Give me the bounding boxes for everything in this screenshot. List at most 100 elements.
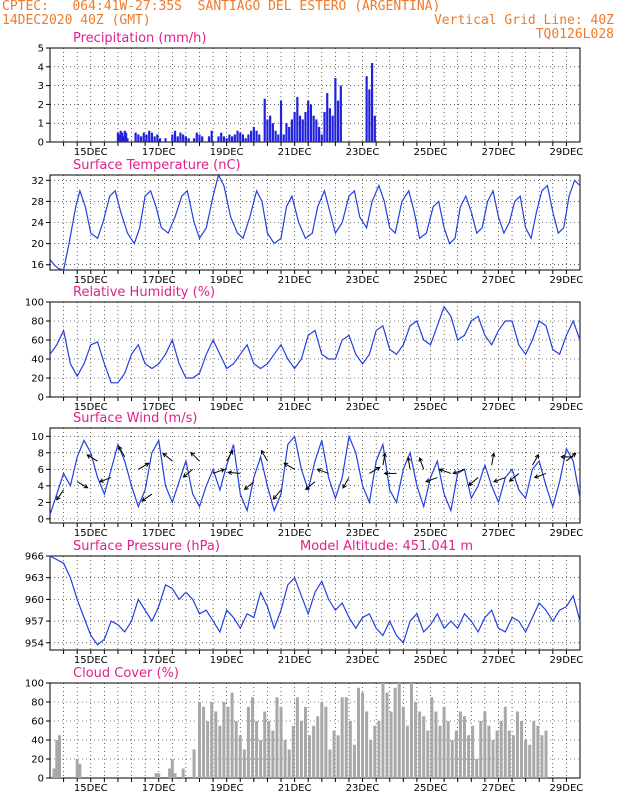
wind-vector-shaft (305, 481, 316, 490)
cloud-bar (58, 735, 62, 778)
precip-bar (365, 76, 368, 142)
precip-bar (263, 98, 266, 142)
wind-vector-arrow (508, 473, 520, 482)
precip-frame (49, 47, 581, 143)
temperature-ytick-label: 16 (31, 260, 44, 271)
cloud-bar (75, 759, 79, 778)
cloud-bar (250, 697, 254, 778)
wind-vector-head (305, 485, 310, 491)
cloud-bar (503, 706, 507, 778)
precip-bar (179, 132, 182, 142)
humidity-ytick-label: 60 (31, 336, 44, 347)
precip-bar (116, 132, 120, 142)
wind-vector-arrow (283, 462, 295, 470)
wind-vector-arrow (560, 454, 574, 460)
wind-xtick-label: 15DEC (74, 528, 108, 539)
precip-bar (274, 130, 277, 142)
pressure-ytick-label: 960 (25, 595, 44, 606)
cloud-bar (173, 773, 177, 778)
precip-bar (217, 136, 220, 142)
pressure-xtick-label: 25DEC (414, 655, 448, 666)
cloud-bar (515, 711, 519, 778)
precip-ytick-label: 3 (38, 81, 44, 92)
wind-frame (49, 427, 581, 524)
wind-vector-head (227, 470, 233, 476)
cloud-bar (520, 721, 524, 778)
wind-vector-head (508, 477, 514, 482)
precip-bar (137, 134, 140, 142)
precip-bar (192, 138, 196, 142)
cloud-bar (332, 730, 336, 778)
wind-vector-arrow (98, 477, 112, 483)
cloud-bar (524, 740, 528, 778)
wind-vector-arrow (452, 468, 465, 475)
cloud-bar (385, 692, 389, 778)
header-grid-line: Vertical Grid Line: 40Z (433, 13, 614, 28)
temperature-series-line (49, 173, 581, 271)
cloud-bar (450, 740, 454, 778)
precip-bar (244, 138, 247, 142)
wind-vector-arrow (56, 489, 64, 501)
precip-bar (123, 130, 126, 142)
wind-vector-arrow (418, 457, 425, 470)
wind-vector-head (571, 452, 577, 458)
precip-title: Precipitation (mm/h) (73, 31, 206, 46)
precip-ytick-label: 4 (38, 62, 44, 73)
cloud-bar (303, 706, 307, 778)
cloud-bar (536, 725, 540, 778)
cloud-bar (238, 735, 242, 778)
wind-vector-shaft (369, 467, 381, 474)
cloud-bar (170, 759, 174, 778)
humidity-ytick-label: 80 (31, 317, 44, 328)
wind-vector-shaft (226, 450, 234, 462)
cloud-bar (218, 725, 222, 778)
wind-ytick-label: 10 (31, 432, 44, 443)
precip-bar (304, 111, 307, 142)
cloud-bar (491, 740, 495, 778)
precip-bar (279, 100, 283, 142)
wind-vector-arrow (162, 452, 173, 462)
wind-vector-shaft (212, 468, 225, 474)
wind-panel: 15DEC 17DEC 19DEC 21DEC 23DEC 25DEC 27DEC 29DEC… (31, 411, 583, 539)
temperature-xtick-label: 15DEC (74, 275, 108, 286)
humidity-series-line (49, 305, 581, 384)
cloud-bar (434, 711, 438, 778)
cloud-bar (222, 702, 226, 778)
cloud-bar (275, 697, 279, 778)
wind-vector-shaft (99, 477, 112, 483)
precip-bar (153, 136, 156, 142)
precip-bar (323, 111, 326, 142)
wind-vector-shaft (138, 462, 149, 470)
precip-xtick-label: 25DEC (414, 147, 448, 158)
cloud-bar (230, 692, 234, 778)
cloud-xtick-label: 15DEC (74, 783, 108, 794)
wind-xtick-label: 27DEC (482, 528, 516, 539)
wind-vector-arrow (138, 462, 150, 470)
wind-xtick-label: 17DEC (142, 528, 176, 539)
cloud-bar (336, 735, 340, 778)
wind-vector-shaft (86, 454, 98, 462)
cloud-bar (409, 683, 413, 778)
cloud-bar (422, 716, 426, 778)
precip-bar (195, 132, 198, 142)
humidity-xtick-label: 23DEC (346, 402, 380, 413)
pressure-series-line (49, 555, 581, 646)
humidity-xtick-label: 27DEC (482, 402, 516, 413)
cloud-bar (356, 687, 360, 778)
precip-bar (142, 132, 145, 142)
precip-bar (207, 136, 211, 142)
precip-bar (334, 78, 337, 142)
precip-bar (312, 115, 315, 142)
precip-bar (296, 96, 299, 142)
wind-vector-head (382, 452, 387, 458)
cloud-bar (283, 740, 287, 778)
pressure-panel: 15DEC 17DEC 19DEC 21DEC 23DEC 25DEC 27DEC 29DEC… (25, 539, 583, 666)
precip-bar (288, 126, 291, 142)
precip-bar (125, 132, 128, 142)
temperature-xtick-label: 19DEC (210, 275, 244, 286)
cloud-bar (483, 711, 487, 778)
wind-vector-head (425, 478, 431, 483)
precip-ytick-label: 1 (38, 119, 44, 130)
wind-vector-shaft (419, 457, 425, 470)
